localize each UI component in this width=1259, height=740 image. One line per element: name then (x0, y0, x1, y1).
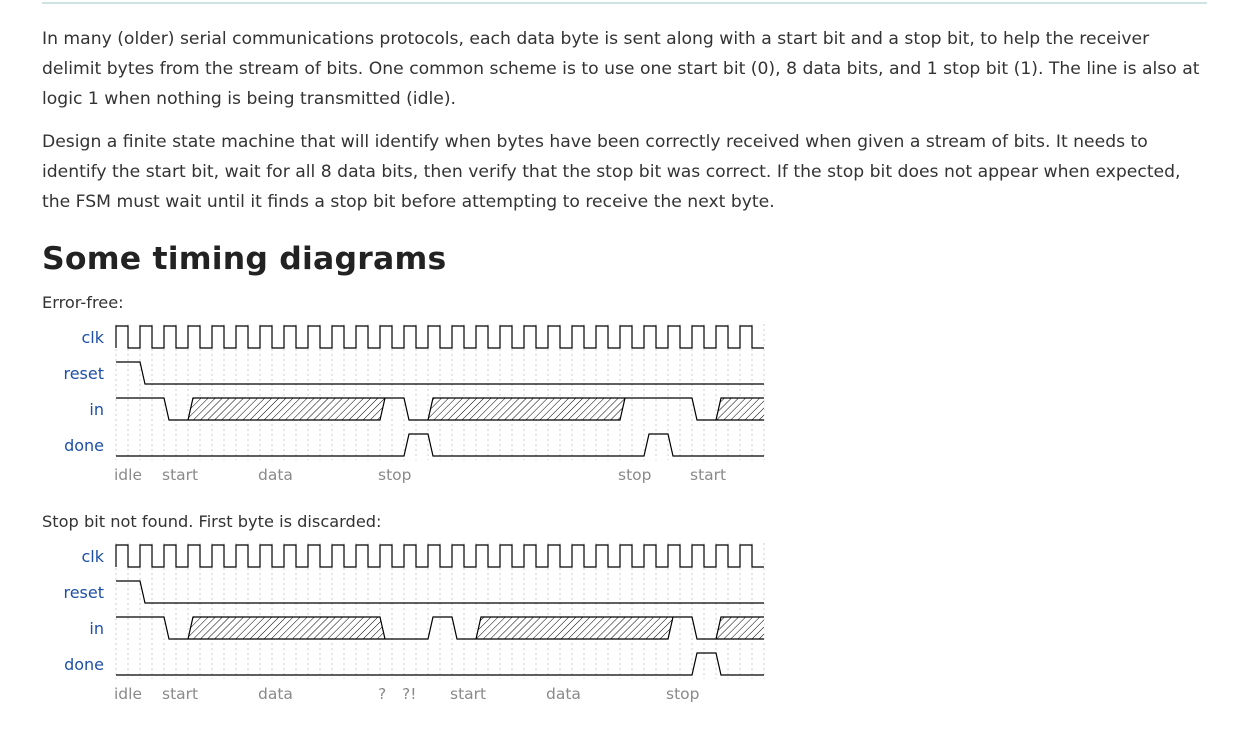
reset-waveform (116, 361, 764, 385)
unknown-data-region (716, 617, 764, 639)
unknown-data-region (428, 398, 625, 420)
clk-waveform (115, 544, 764, 568)
in-waveform (116, 616, 764, 640)
unknown-data-region (188, 398, 385, 420)
signal-name-done: done (64, 655, 104, 674)
state-label: start (450, 685, 486, 703)
section-heading: Some timing diagrams (42, 241, 447, 277)
unknown-data-region (188, 617, 385, 639)
reset-waveform (116, 580, 764, 604)
signal-name-clk: clk (81, 547, 104, 566)
in-waveform (116, 397, 764, 421)
timing-diagram-error-free: clk reset in done idle start data stop stop start (63, 324, 765, 484)
task-paragraph: Design a finite state machine that will … (42, 132, 1181, 212)
diagram-caption-stop-bit-not-found: Stop bit not found. First byte is discar… (42, 512, 382, 531)
state-label: ? (378, 685, 386, 703)
signal-name-reset: reset (63, 364, 104, 383)
state-label: ?! (402, 685, 416, 703)
state-label: idle (114, 466, 142, 484)
signal-name-in: in (89, 619, 104, 638)
state-label: stop (666, 685, 699, 703)
signal-name-reset: reset (63, 583, 104, 602)
state-label: idle (114, 685, 142, 703)
signal-name-clk: clk (81, 328, 104, 347)
state-label: stop (618, 466, 651, 484)
state-label: start (162, 466, 198, 484)
signal-name-in: in (89, 400, 104, 419)
timing-diagram-stop-bit-not-found: clk reset in done idle start data??! start data s… (63, 543, 765, 703)
clk-waveform (115, 325, 764, 349)
state-label: data (546, 685, 581, 703)
intro-paragraph: In many (older) serial communications pr… (42, 29, 1200, 109)
top-divider (42, 2, 1207, 4)
state-label: stop (378, 466, 411, 484)
state-label: data (258, 685, 293, 703)
unknown-data-region (716, 398, 764, 420)
state-label: start (162, 685, 198, 703)
signal-name-done: done (64, 436, 104, 455)
unknown-data-region (476, 617, 673, 639)
done-waveform (116, 652, 764, 676)
state-label: data (258, 466, 293, 484)
diagram-caption-error-free: Error-free: (42, 293, 124, 312)
state-label: start (690, 466, 726, 484)
done-waveform (116, 433, 764, 457)
